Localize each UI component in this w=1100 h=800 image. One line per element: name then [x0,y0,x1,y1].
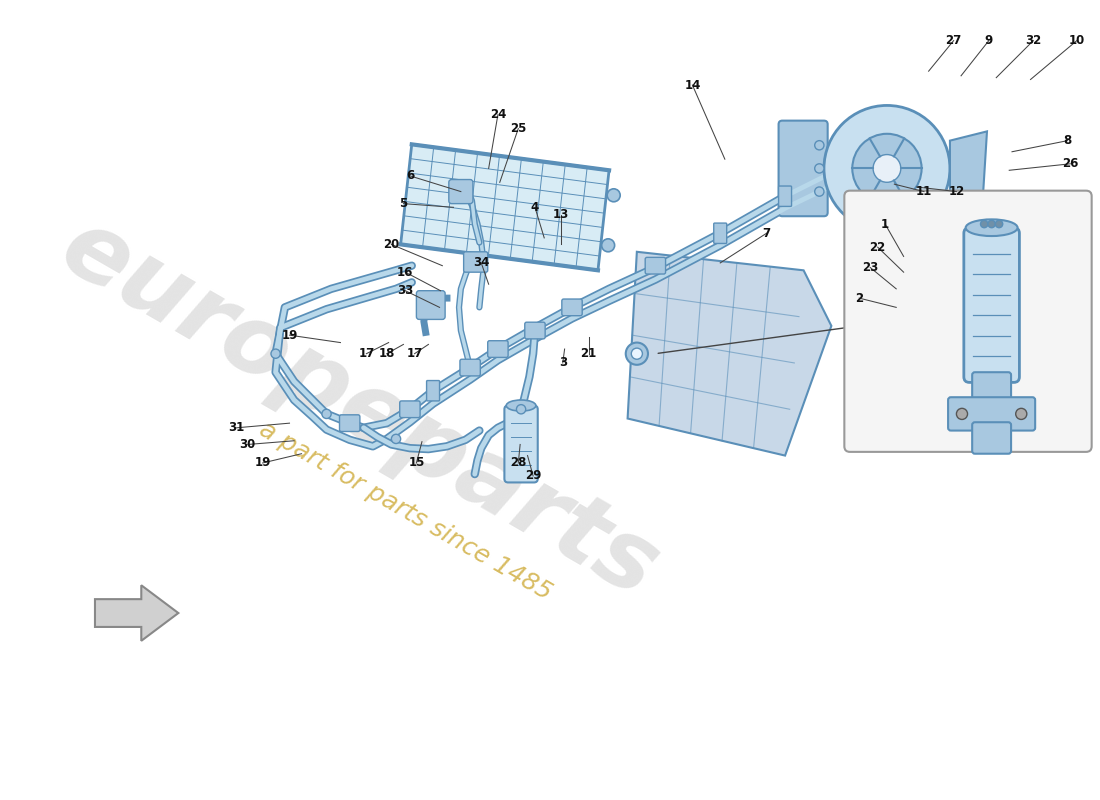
Text: 32: 32 [1025,34,1042,47]
Text: 10: 10 [1069,34,1085,47]
Circle shape [815,164,824,173]
Text: 19: 19 [254,457,271,470]
Circle shape [815,141,824,150]
Circle shape [607,189,620,202]
Text: 5: 5 [399,197,408,210]
FancyBboxPatch shape [427,381,440,401]
Ellipse shape [966,219,1018,236]
Text: 1: 1 [881,218,889,230]
Circle shape [602,239,615,252]
Text: 33: 33 [397,284,414,297]
Circle shape [988,220,996,228]
FancyBboxPatch shape [845,190,1091,452]
Text: 4: 4 [531,201,539,214]
Text: 3: 3 [559,357,566,370]
FancyBboxPatch shape [948,398,1035,430]
Text: 27: 27 [946,34,961,47]
Ellipse shape [506,400,536,411]
Circle shape [824,106,950,231]
Circle shape [392,434,400,443]
Text: 29: 29 [525,470,541,482]
Circle shape [852,134,922,203]
Text: 22: 22 [870,241,886,254]
Text: 2: 2 [855,292,864,305]
Circle shape [980,220,988,228]
Text: 18: 18 [378,347,395,360]
Text: europeparts: europeparts [44,201,674,618]
Text: 34: 34 [473,257,490,270]
Text: 23: 23 [862,261,879,274]
Circle shape [873,154,901,182]
Circle shape [1015,408,1026,419]
FancyBboxPatch shape [972,422,1011,454]
Text: 20: 20 [383,238,399,251]
Text: 7: 7 [762,226,771,240]
Text: 17: 17 [359,347,374,360]
Polygon shape [950,131,987,206]
Polygon shape [628,252,832,455]
Circle shape [631,348,642,359]
FancyBboxPatch shape [487,341,508,358]
Text: 8: 8 [1064,134,1071,147]
Circle shape [271,349,281,358]
Text: 13: 13 [553,208,569,222]
Text: 17: 17 [406,347,422,360]
Text: 14: 14 [684,78,701,91]
FancyBboxPatch shape [460,359,481,376]
Circle shape [815,187,824,196]
FancyBboxPatch shape [525,322,546,339]
Text: 11: 11 [916,185,932,198]
Text: 9: 9 [984,34,993,47]
FancyBboxPatch shape [399,401,420,418]
Text: 25: 25 [510,122,527,135]
FancyBboxPatch shape [779,121,827,216]
Text: a part for parts since 1485: a part for parts since 1485 [255,418,556,605]
Text: 15: 15 [408,457,425,470]
Text: 21: 21 [581,347,597,360]
Polygon shape [95,586,178,641]
Text: 30: 30 [240,438,256,451]
Circle shape [516,405,526,414]
FancyBboxPatch shape [964,228,1020,382]
FancyBboxPatch shape [714,223,727,243]
Polygon shape [400,144,609,270]
Text: 12: 12 [948,185,965,198]
Text: 28: 28 [510,457,527,470]
FancyBboxPatch shape [646,258,666,274]
Circle shape [322,410,331,418]
Circle shape [996,220,1003,228]
FancyBboxPatch shape [505,406,538,482]
Text: 19: 19 [282,329,298,342]
Text: 6: 6 [406,170,414,182]
Text: 26: 26 [1063,158,1078,170]
FancyBboxPatch shape [562,299,582,316]
Text: 31: 31 [229,422,245,434]
FancyBboxPatch shape [449,179,473,204]
FancyBboxPatch shape [340,415,360,431]
Text: 16: 16 [397,266,414,278]
FancyBboxPatch shape [463,252,487,272]
FancyBboxPatch shape [779,186,792,206]
Circle shape [626,342,648,365]
FancyBboxPatch shape [972,372,1011,407]
Text: 24: 24 [490,108,506,122]
Circle shape [956,408,968,419]
FancyBboxPatch shape [417,290,446,319]
